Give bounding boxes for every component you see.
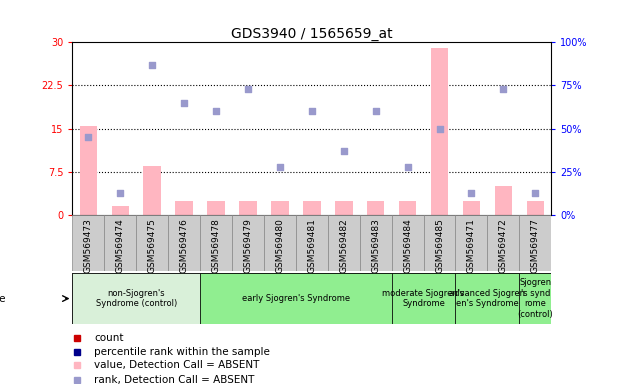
Text: GSM569474: GSM569474 [116,218,125,273]
Bar [367,200,384,215]
Bar [144,166,161,215]
Bar [264,215,296,271]
Bar [105,215,136,271]
Text: GSM569475: GSM569475 [148,218,157,273]
Point [83,134,93,141]
Text: GSM569476: GSM569476 [180,218,188,273]
Point [498,86,508,92]
Bar [72,273,200,324]
Point [115,190,125,196]
Text: count: count [94,333,123,343]
Point [179,100,189,106]
Bar [79,126,97,215]
Point [435,126,445,132]
Point [307,108,317,114]
Text: Sjogren
's synd
rome
(control): Sjogren 's synd rome (control) [517,278,553,319]
Bar [296,215,328,271]
Text: GSM569473: GSM569473 [84,218,93,273]
Bar [271,200,289,215]
Text: GSM569482: GSM569482 [340,218,348,273]
Bar [175,200,193,215]
Bar [392,215,423,271]
Title: GDS3940 / 1565659_at: GDS3940 / 1565659_at [231,27,392,41]
Text: percentile rank within the sample: percentile rank within the sample [94,347,270,357]
Bar [462,200,480,215]
Text: early Sjogren's Syndrome: early Sjogren's Syndrome [242,294,350,303]
Bar [303,200,321,215]
Bar [328,215,360,271]
Bar [232,215,264,271]
Bar [455,215,488,271]
Point [466,190,476,196]
Bar [495,186,512,215]
Point [243,86,253,92]
Bar [399,200,416,215]
Point [147,62,158,68]
Bar [136,215,168,271]
Point [339,148,349,154]
Bar [207,200,225,215]
Text: advanced Sjogren
en's Syndrome: advanced Sjogren en's Syndrome [449,289,525,308]
Text: GSM569485: GSM569485 [435,218,444,273]
Point [530,190,541,196]
Bar [455,273,519,324]
Bar [168,215,200,271]
Bar [519,215,551,271]
Text: GSM569472: GSM569472 [499,218,508,273]
Text: GSM569483: GSM569483 [371,218,380,273]
Text: GSM569484: GSM569484 [403,218,412,273]
Point [370,108,381,114]
Text: rank, Detection Call = ABSENT: rank, Detection Call = ABSENT [94,374,255,384]
Bar [72,215,105,271]
Text: GSM569481: GSM569481 [307,218,316,273]
Text: GSM569477: GSM569477 [531,218,540,273]
Point [403,164,413,170]
Text: GSM569471: GSM569471 [467,218,476,273]
Text: GSM569480: GSM569480 [275,218,284,273]
Bar [200,273,392,324]
Text: GSM569478: GSM569478 [212,218,220,273]
Point [211,108,221,114]
Point [275,164,285,170]
Bar [519,273,551,324]
Text: GSM569479: GSM569479 [244,218,253,273]
Bar [392,273,455,324]
Bar [360,215,392,271]
Bar [239,200,257,215]
Bar [112,207,129,215]
Text: disease state: disease state [0,293,6,304]
Bar [431,48,449,215]
Bar [488,215,519,271]
Bar [423,215,455,271]
Bar [200,215,232,271]
Text: non-Sjogren's
Syndrome (control): non-Sjogren's Syndrome (control) [96,289,177,308]
Text: moderate Sjogren's
Syndrome: moderate Sjogren's Syndrome [382,289,465,308]
Bar [527,200,544,215]
Bar [335,200,353,215]
Text: value, Detection Call = ABSENT: value, Detection Call = ABSENT [94,360,260,370]
